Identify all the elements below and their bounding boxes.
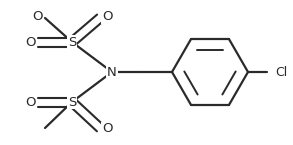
Text: O: O — [25, 96, 36, 108]
Text: O: O — [102, 123, 113, 135]
Text: O: O — [25, 36, 36, 48]
Text: O: O — [102, 10, 113, 23]
Text: S: S — [68, 96, 76, 108]
Text: S: S — [68, 36, 76, 48]
Text: Cl: Cl — [275, 66, 287, 78]
Text: O: O — [33, 10, 43, 23]
Text: N: N — [107, 66, 117, 78]
